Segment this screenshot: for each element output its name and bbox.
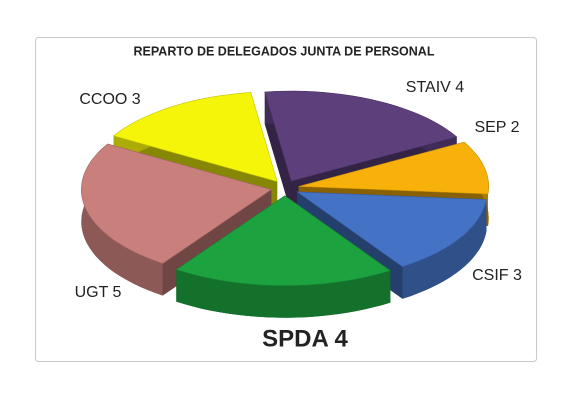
data-label: SPDA 4 <box>262 325 348 352</box>
chart-title: REPARTO DE DELEGADOS JUNTA DE PERSONAL <box>134 44 435 58</box>
data-label: STAIV 4 <box>406 79 464 96</box>
data-label: UGT 5 <box>75 284 122 301</box>
slice-wall <box>402 199 487 299</box>
slice-top <box>112 92 278 183</box>
slice-wall <box>81 143 163 296</box>
pie-slice <box>112 92 278 214</box>
slice-top <box>298 141 490 195</box>
data-label: CCOO 3 <box>79 91 140 108</box>
data-label: CSIF 3 <box>472 267 522 284</box>
pie-slice <box>175 195 391 318</box>
slice-top <box>296 191 487 268</box>
slice-wall <box>176 269 391 318</box>
slice-top <box>264 90 458 182</box>
slice-top <box>81 143 273 264</box>
data-label: SEP 2 <box>474 119 519 136</box>
slice-top <box>175 195 391 287</box>
